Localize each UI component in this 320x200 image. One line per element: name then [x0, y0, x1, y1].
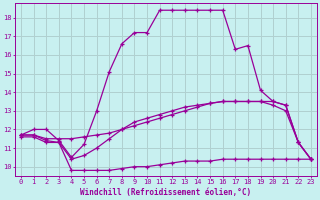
X-axis label: Windchill (Refroidissement éolien,°C): Windchill (Refroidissement éolien,°C) [80, 188, 252, 197]
